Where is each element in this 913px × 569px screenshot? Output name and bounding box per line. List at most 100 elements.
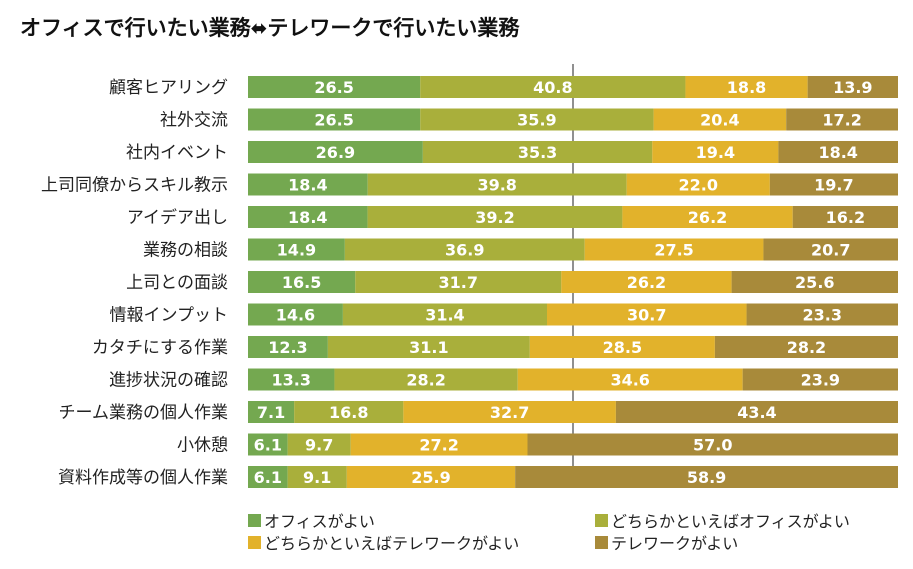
data-label: 16.2 bbox=[826, 208, 865, 227]
bar-segment bbox=[248, 238, 345, 261]
title-telework: テレワークで行いたい業務 bbox=[267, 16, 520, 40]
data-label: 31.1 bbox=[409, 338, 448, 357]
bar-segment bbox=[653, 108, 787, 131]
bar-segment bbox=[248, 433, 288, 456]
category-label: カタチにする作業 bbox=[92, 338, 228, 358]
bar-segment bbox=[248, 108, 421, 131]
data-label: 20.4 bbox=[700, 111, 739, 130]
bar-segment bbox=[769, 173, 898, 196]
bar-segment bbox=[746, 303, 898, 326]
data-label: 25.6 bbox=[795, 273, 834, 292]
bar-segment bbox=[778, 141, 898, 163]
bar-segment bbox=[248, 141, 423, 163]
chart-title: オフィスで行いたい業務⬌テレワークで行いたい業務 bbox=[20, 12, 519, 42]
category-label: 進捗状況の確認 bbox=[109, 371, 228, 391]
category-label: アイデア出し bbox=[127, 207, 228, 228]
bar-segment bbox=[334, 368, 518, 391]
legend-label: どちらかといえばオフィスがよい bbox=[611, 512, 850, 531]
data-label: 39.2 bbox=[475, 208, 514, 227]
data-label: 9.7 bbox=[305, 436, 333, 455]
data-label: 40.8 bbox=[533, 78, 572, 97]
data-label: 23.3 bbox=[803, 306, 842, 325]
category-label: 資料作成等の個人作業 bbox=[58, 468, 228, 488]
data-label: 16.5 bbox=[282, 273, 321, 292]
bar-segment bbox=[248, 173, 368, 196]
bar-segment bbox=[652, 141, 779, 163]
legend-label: オフィスがよい bbox=[264, 512, 375, 531]
bar-segment bbox=[342, 303, 547, 326]
bar-segment bbox=[527, 433, 898, 456]
bar-segment bbox=[714, 336, 898, 358]
legend-item: どちらかといえばオフィスがよい bbox=[595, 508, 850, 532]
bar-segment bbox=[622, 206, 793, 228]
bar-segment bbox=[529, 336, 715, 358]
bar-segment bbox=[561, 271, 732, 293]
title-office: オフィスで行いたい業務 bbox=[20, 16, 251, 40]
data-label: 13.3 bbox=[271, 371, 310, 390]
category-label: チーム業務の個人作業 bbox=[59, 403, 229, 423]
data-label: 22.0 bbox=[679, 176, 718, 195]
data-label: 7.1 bbox=[257, 403, 285, 422]
bar-segment bbox=[344, 238, 585, 261]
bar-segment bbox=[420, 76, 686, 98]
bar-segment bbox=[742, 368, 898, 391]
legend-item: オフィスがよい bbox=[248, 508, 375, 532]
data-label: 43.4 bbox=[737, 403, 776, 422]
legend-swatch bbox=[248, 535, 261, 549]
bar-segment bbox=[248, 76, 421, 98]
bar-segment bbox=[287, 466, 347, 488]
data-label: 12.3 bbox=[268, 338, 307, 357]
category-label: 社内イベント bbox=[126, 143, 228, 163]
data-label: 58.9 bbox=[687, 468, 726, 487]
legend-swatch bbox=[248, 513, 261, 527]
bar-segment bbox=[248, 401, 295, 423]
data-label: 20.7 bbox=[811, 241, 850, 260]
category-label: 上司同僚からスキル教示 bbox=[41, 176, 228, 196]
data-label: 17.2 bbox=[822, 111, 861, 130]
data-label: 6.1 bbox=[254, 468, 282, 487]
legend-swatch bbox=[595, 535, 608, 549]
bar-segment bbox=[327, 336, 530, 358]
data-label: 27.2 bbox=[419, 436, 458, 455]
category-label: 顧客ヒアリング bbox=[109, 78, 228, 98]
data-label: 23.9 bbox=[801, 371, 840, 390]
double-arrow-icon: ⬌ bbox=[250, 16, 268, 40]
bar-segment bbox=[731, 271, 898, 293]
legend-label: テレワークがよい bbox=[611, 534, 739, 553]
bar-segment bbox=[517, 368, 743, 391]
data-label: 19.4 bbox=[696, 143, 735, 162]
category-label: 社外交流 bbox=[160, 111, 228, 131]
bar-segment bbox=[346, 466, 516, 488]
bar-segment bbox=[786, 108, 898, 131]
bar-segment bbox=[248, 368, 335, 391]
bar-segment bbox=[350, 433, 528, 456]
data-label: 25.9 bbox=[411, 468, 450, 487]
data-label: 13.9 bbox=[833, 78, 872, 97]
data-label: 14.6 bbox=[276, 306, 315, 325]
data-label: 31.7 bbox=[439, 273, 478, 292]
legend-item: どちらかといえばテレワークがよい bbox=[248, 530, 519, 554]
data-label: 16.8 bbox=[329, 403, 368, 422]
legend-item: テレワークがよい bbox=[595, 530, 738, 554]
category-label: 小休憩 bbox=[177, 436, 228, 456]
data-label: 26.2 bbox=[627, 273, 666, 292]
data-label: 27.5 bbox=[654, 241, 693, 260]
data-label: 19.7 bbox=[814, 176, 853, 195]
data-label: 35.9 bbox=[517, 111, 556, 130]
data-label: 6.1 bbox=[254, 436, 282, 455]
bar-segment bbox=[403, 401, 616, 423]
data-label: 18.8 bbox=[727, 78, 766, 97]
data-label: 30.7 bbox=[627, 306, 666, 325]
bar-segment bbox=[248, 206, 368, 228]
bar-segment bbox=[367, 206, 623, 228]
data-label: 26.2 bbox=[688, 208, 727, 227]
bar-segment bbox=[248, 303, 343, 326]
data-label: 57.0 bbox=[693, 436, 732, 455]
data-label: 28.2 bbox=[787, 338, 826, 357]
data-label: 9.1 bbox=[303, 468, 331, 487]
data-label: 39.8 bbox=[477, 176, 516, 195]
bar-segment bbox=[294, 401, 404, 423]
bar-segment bbox=[615, 401, 898, 423]
data-label: 32.7 bbox=[490, 403, 529, 422]
